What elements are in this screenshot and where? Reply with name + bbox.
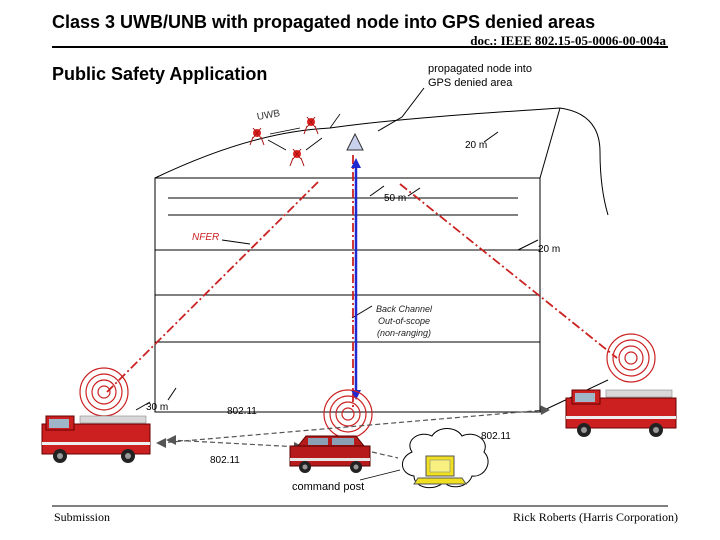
building — [154, 107, 609, 413]
fire-truck-left-icon — [41, 415, 151, 463]
back-channel-line: (non-ranging) — [376, 328, 432, 338]
nfer-leader — [221, 239, 251, 245]
suv-icon — [289, 435, 371, 473]
radio-waves — [79, 333, 656, 439]
radio-wave-suv-icon — [323, 389, 373, 439]
wifi-link-left-suv — [169, 439, 301, 448]
slide-title: Class 3 UWB/UNB with propagated node int… — [52, 12, 596, 32]
wifi-link-suv-post — [371, 451, 399, 459]
building-edge — [539, 107, 561, 179]
command-post-leader — [359, 469, 401, 481]
back-channel-line: Out-of-scope — [377, 316, 431, 326]
footer-submission: Submission — [54, 510, 111, 524]
uwb-link — [329, 113, 341, 129]
radio-wave-right-truck-icon — [606, 333, 656, 383]
callout-line: propagated node into — [428, 63, 532, 75]
ranging-link-left — [106, 181, 319, 393]
propagated-node-icon — [346, 132, 364, 151]
laptop-icon — [413, 455, 467, 485]
dimension-label-20m-top: 20 m — [465, 140, 488, 151]
uwb-link — [305, 137, 323, 151]
wifi-label: 802.11 — [227, 406, 257, 417]
uwb-node-icon — [303, 116, 319, 135]
uwb-link — [267, 139, 287, 151]
ranging-links — [106, 155, 618, 410]
uwb-node-icon — [249, 127, 265, 146]
wifi-label: 802.11 — [481, 431, 511, 442]
dim-50m-tick-left — [369, 185, 385, 197]
wifi-label: 802.11 — [210, 455, 240, 466]
nfer-label: NFER — [192, 232, 220, 243]
callout-line: GPS denied area — [428, 77, 513, 89]
wifi-links — [159, 409, 546, 459]
dim-20m-top-tick — [483, 131, 499, 143]
dimension-label-50m: 50 m — [384, 193, 407, 204]
footer-author: Rick Roberts (Harris Corporation) — [513, 510, 678, 524]
dim-30m-tick-2 — [135, 401, 151, 411]
callout-leader — [377, 87, 425, 132]
command-post-label: command post — [292, 481, 365, 493]
dimension-marks — [135, 131, 539, 411]
wifi-link-trucks — [159, 409, 546, 444]
dim-20m-right-tick — [517, 239, 539, 251]
slide-subtitle: Public Safety Application — [52, 64, 268, 84]
uwb-link — [269, 127, 301, 135]
uwb-node-icon — [289, 148, 305, 167]
back-channel-label: Back Channel Out-of-scope (non-ranging) — [352, 303, 456, 339]
propagated-node-callout: propagated node into GPS denied area — [428, 62, 532, 90]
dimension-label-20m-right: 20 m — [538, 244, 561, 255]
dim-30m-tick — [167, 387, 177, 401]
uwb-nodes — [249, 113, 341, 167]
dimension-label-30m: 30 m — [146, 402, 169, 413]
building-roof-right — [559, 107, 609, 216]
back-channel-line: Back Channel — [375, 304, 433, 314]
radio-wave-left-truck-icon — [79, 367, 129, 417]
ranging-link-right — [399, 183, 618, 359]
document-id: doc.: IEEE 802.15-05-0006-00-004a — [470, 33, 666, 48]
fire-truck-right-icon — [565, 389, 677, 437]
dim-50m-tick-right — [407, 187, 421, 197]
